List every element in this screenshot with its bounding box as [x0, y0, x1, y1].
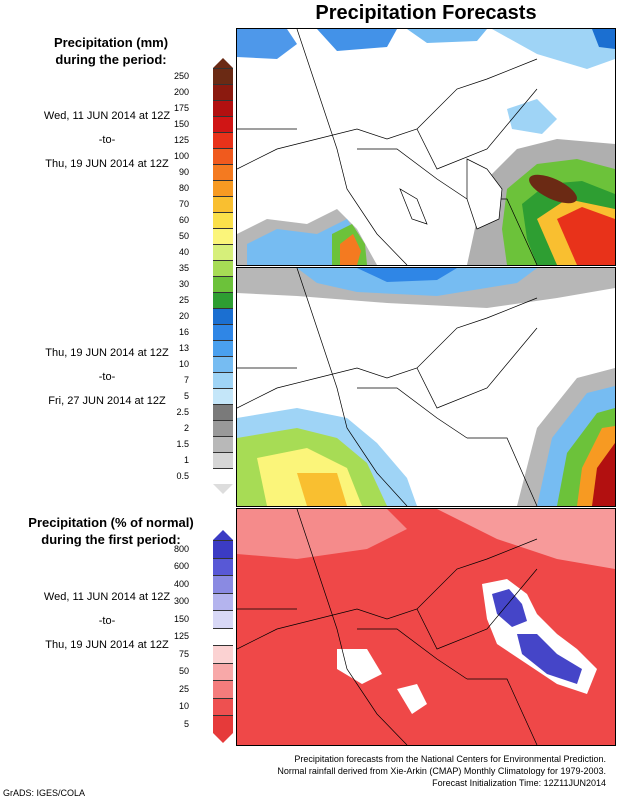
- period-2-label: Thu, 19 JUN 2014 at 12Z -to- Fri, 27 JUN…: [45, 347, 169, 407]
- legend-pct-label: 125: [173, 631, 189, 642]
- legend-mm-label: 50: [178, 231, 189, 241]
- period-1-label: Wed, 11 JUN 2014 at 12Z -to- Thu, 19 JUN…: [43, 110, 171, 170]
- legend-mm-label: 2.5: [176, 407, 189, 417]
- credits: Precipitation forecasts from the Nationa…: [277, 754, 606, 788]
- legend-mm-swatch: [213, 308, 233, 324]
- legend-mm-swatch: [213, 180, 233, 196]
- legend-pct-swatch: [213, 645, 233, 663]
- legend-mm-swatch: [213, 148, 233, 164]
- legend-pct-label: 600: [173, 561, 189, 572]
- legend-mm-label: 35: [178, 263, 189, 273]
- legend-mm-label: 25: [178, 295, 189, 305]
- legend-mm-label: 1: [183, 455, 189, 465]
- legend-mm-label: 30: [178, 279, 189, 289]
- legend-mm-label: 90: [178, 167, 189, 177]
- legend-pct-swatch: [213, 592, 233, 610]
- legend-mm-swatch: [213, 196, 233, 212]
- legend-pct-swatch: [213, 575, 233, 593]
- legend-pct-label: 800: [173, 543, 189, 554]
- legend-pct-swatch: [213, 697, 233, 715]
- legend-mm-swatch: [213, 100, 233, 116]
- legend-mm-swatch: [213, 436, 233, 452]
- legend-mm-swatch: [213, 420, 233, 436]
- legend-mm-label: 13: [178, 343, 189, 353]
- legend-pct-swatch: [213, 662, 233, 680]
- legend-mm-arrow-top: [213, 58, 233, 68]
- legend-mm-label: 125: [173, 135, 189, 145]
- legend-mm-label: 100: [173, 151, 189, 161]
- precip-mm-title: Precipitation (mm) during the period:: [53, 35, 169, 67]
- legend-mm-swatch: [213, 212, 233, 228]
- legend-pct-arrow-top: [213, 530, 233, 540]
- legend-mm-label: 7: [183, 375, 189, 385]
- legend-mm-label: 40: [178, 247, 189, 257]
- legend-mm-swatch: [213, 292, 233, 308]
- map-precip-period-1: [236, 28, 616, 266]
- legend-mm-arrow-bottom: [213, 484, 233, 494]
- legend-mm-swatch: [213, 452, 233, 468]
- legend-mm-label: 1.5: [176, 439, 189, 449]
- grads-footer: GrADS: IGES/COLA: [3, 788, 86, 798]
- legend-pct-label: 50: [178, 666, 189, 677]
- legend-pct-label: 75: [178, 648, 189, 659]
- legend-mm-label: 2: [183, 423, 189, 433]
- legend-mm-swatch: [213, 228, 233, 244]
- legend-mm-swatch: [213, 116, 233, 132]
- legend-mm-swatch: [213, 388, 233, 404]
- legend-pct-swatch: [213, 715, 233, 733]
- legend-mm-swatch: [213, 164, 233, 180]
- legend-mm-swatch: [213, 132, 233, 148]
- legend-mm-swatch: [213, 324, 233, 340]
- legend-mm-label: 60: [178, 215, 189, 225]
- legend-pct-label: 300: [173, 596, 189, 607]
- legend-mm-label: 16: [178, 327, 189, 337]
- legend-pct-label: 150: [173, 613, 189, 624]
- legend-mm-label: 80: [178, 183, 189, 193]
- legend-pct-label: 10: [178, 701, 189, 712]
- legend-mm-label: 10: [178, 359, 189, 369]
- map-precip-percent-normal: [236, 508, 616, 746]
- legend-pct-label: 5: [183, 718, 189, 729]
- legend-pct-swatch: [213, 610, 233, 628]
- legend-pct-label: 400: [173, 578, 189, 589]
- legend-mm-label: 70: [178, 199, 189, 209]
- legend-mm-label: 5: [183, 391, 189, 401]
- legend-mm-swatch: [213, 356, 233, 372]
- legend-mm-swatch: [213, 260, 233, 276]
- legend-pct-arrow-bottom: [213, 732, 233, 743]
- page-title: Precipitation Forecasts: [315, 2, 537, 24]
- legend-mm-swatch: [213, 372, 233, 388]
- legend-mm-label: 20: [178, 311, 189, 321]
- legend-mm-swatch: [213, 404, 233, 420]
- legend-pct-swatch: [213, 540, 233, 558]
- period-pct-label: Wed, 11 JUN 2014 at 12Z -to- Thu, 19 JUN…: [43, 591, 171, 651]
- legend-mm-swatch: [213, 276, 233, 292]
- legend-mm-swatch: [213, 68, 233, 84]
- legend-pct-swatch: [213, 557, 233, 575]
- legend-mm-swatch: [213, 468, 233, 484]
- legend-mm-label: 0.5: [176, 471, 189, 481]
- legend-pct-label: 25: [178, 683, 189, 694]
- legend-mm-swatch: [213, 244, 233, 260]
- legend-mm-swatch: [213, 340, 233, 356]
- map-precip-period-2: [236, 267, 616, 507]
- legend-mm-label: 250: [173, 71, 189, 81]
- legend-mm-swatch: [213, 84, 233, 100]
- legend-pct-swatch: [213, 680, 233, 698]
- legend-mm-label: 200: [173, 87, 189, 97]
- legend-mm-label: 175: [173, 103, 189, 113]
- precip-pct-title: Precipitation (% of normal) during the f…: [28, 515, 194, 547]
- legend-mm-label: 150: [173, 119, 189, 129]
- legend-pct-swatch: [213, 627, 233, 645]
